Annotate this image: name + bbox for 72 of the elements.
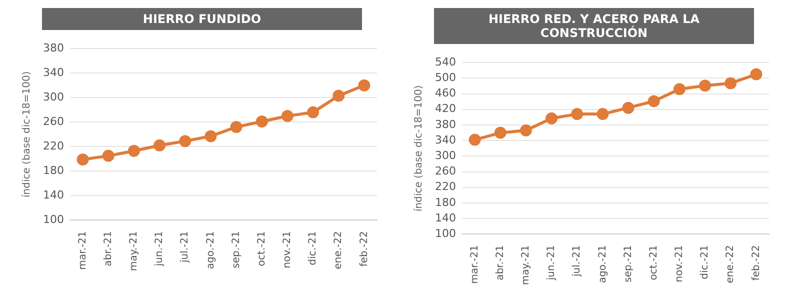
point <box>76 153 89 166</box>
point <box>596 108 609 120</box>
x-tick-label: sep.-21 <box>230 231 242 268</box>
y-tick-label: 300 <box>434 149 456 162</box>
y-tick-label: 340 <box>434 133 456 146</box>
y-tick-label: 380 <box>434 118 456 131</box>
y-tick-label: 420 <box>434 102 456 116</box>
y-tick-label: 180 <box>42 164 64 177</box>
x-tick-label: feb.-22 <box>358 231 370 267</box>
y-tick-label: 380 <box>42 41 64 54</box>
x-tick-label: dic.-21 <box>308 231 319 266</box>
point <box>648 95 660 108</box>
x-tick-label: jul.-21 <box>180 231 191 264</box>
point <box>699 80 712 92</box>
x-tick-label: feb.-22 <box>750 245 762 281</box>
y-tick-label: 140 <box>434 211 456 224</box>
y-tick-label: 220 <box>42 139 64 152</box>
y-tick-label: 100 <box>434 226 456 240</box>
y-tick-label: 100 <box>42 212 64 226</box>
chart-title: HIERRO FUNDIDO <box>42 8 362 30</box>
point <box>546 112 558 124</box>
x-tick-label: jul.-21 <box>572 245 583 278</box>
point <box>102 150 114 162</box>
x-tick-label: ene.-22 <box>333 231 344 270</box>
point <box>128 144 140 157</box>
y-tick-label: 340 <box>42 66 64 79</box>
x-tick-label: jun.-21 <box>154 231 166 268</box>
y-tick-label: 260 <box>434 164 456 178</box>
point <box>494 126 506 139</box>
y-axis-title: índice (base dic-18=100) <box>22 71 33 198</box>
y-tick-label: 260 <box>42 114 64 128</box>
x-tick-label: nov.-21 <box>674 245 686 282</box>
x-tick-label: mar.-21 <box>77 231 88 270</box>
point <box>154 139 166 152</box>
point <box>571 108 584 120</box>
x-tick-label: ago.-21 <box>597 245 608 284</box>
x-tick-label: sep.-21 <box>622 245 634 282</box>
y-tick-label: 180 <box>434 196 456 209</box>
x-tick-label: mar.-21 <box>469 245 480 284</box>
y-tick-label: 140 <box>42 188 64 202</box>
x-tick-label: abr.-21 <box>494 245 506 280</box>
y-tick-label: 460 <box>434 86 456 100</box>
x-tick-label: may.-21 <box>520 245 532 285</box>
point <box>673 83 686 96</box>
point <box>468 134 481 146</box>
point <box>179 135 192 148</box>
x-tick-label: jun.-21 <box>546 245 558 282</box>
x-tick-label: dic.-21 <box>700 245 711 280</box>
point <box>307 106 320 118</box>
point <box>358 79 370 92</box>
y-axis-title: índice (base dic-18=100) <box>414 85 425 212</box>
y-tick-label: 540 <box>434 55 456 68</box>
y-tick-label: 220 <box>434 180 456 194</box>
x-tick-label: ago.-21 <box>205 231 216 270</box>
x-tick-label: oct.-21 <box>256 231 268 266</box>
y-tick-label: 300 <box>42 90 64 104</box>
point <box>256 116 268 128</box>
y-tick-label: 500 <box>434 71 456 84</box>
point <box>281 110 294 122</box>
point <box>520 124 532 136</box>
point <box>750 68 762 80</box>
point <box>204 130 217 142</box>
chart-title: HIERRO RED. Y ACERO PARA LA CONSTRUCCIÓN <box>434 8 754 44</box>
x-tick-label: oct.-21 <box>648 245 660 280</box>
point <box>622 102 634 114</box>
point <box>724 77 737 90</box>
point <box>332 90 345 102</box>
x-tick-label: ene.-22 <box>725 245 736 284</box>
x-tick-label: nov.-21 <box>282 231 294 268</box>
x-tick-label: may.-21 <box>128 231 140 271</box>
point <box>230 121 242 134</box>
x-tick-label: abr.-21 <box>102 231 114 266</box>
